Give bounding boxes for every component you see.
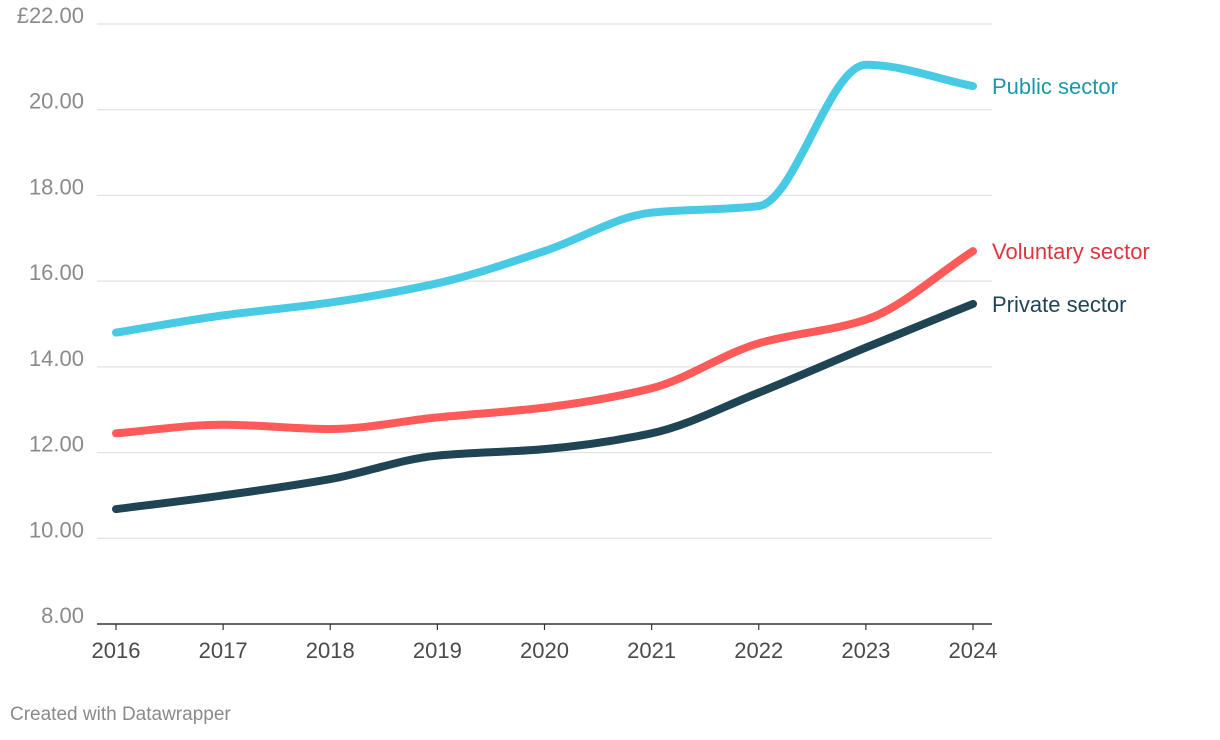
- x-tick-label: 2019: [413, 638, 462, 663]
- y-tick-label: 20.00: [29, 89, 84, 114]
- x-tick-label: 2021: [627, 638, 676, 663]
- y-tick-label: 18.00: [29, 174, 84, 199]
- x-tick-label: 2020: [520, 638, 569, 663]
- credit-text: Created with Datawrapper: [10, 704, 231, 725]
- series-lines: [112, 60, 977, 514]
- x-tick-label: 2018: [306, 638, 355, 663]
- x-tick-label: 2024: [949, 638, 998, 663]
- y-tick-label: 16.00: [29, 260, 84, 285]
- y-axis: 8.00 10.00 12.00 14.00 16.00 18.00 20.00 £22.00: [17, 3, 84, 628]
- series-label-voluntary-sector: Voluntary sector: [992, 239, 1150, 264]
- series-line-public-sector: [112, 60, 977, 337]
- x-tick-label: 2023: [841, 638, 890, 663]
- series-labels: Public sector Voluntary sector Private sec…: [992, 74, 1150, 317]
- x-tick-label: 2022: [734, 638, 783, 663]
- series-line-private-sector: [112, 299, 977, 514]
- x-tick-label: 2016: [92, 638, 141, 663]
- x-axis: 2016 2017 2018 2019 2020 2021 2022 2023 2024: [92, 624, 998, 663]
- y-tick-label: 12.00: [29, 432, 84, 457]
- line-chart: 8.00 10.00 12.00 14.00 16.00 18.00 20.00 £22.00…: [17, 3, 1150, 663]
- gridlines: [97, 23, 992, 625]
- y-tick-label: 10.00: [29, 517, 84, 542]
- series-label-private-sector: Private sector: [992, 292, 1127, 317]
- y-tick-label: £22.00: [17, 3, 84, 28]
- series-label-public-sector: Public sector: [992, 74, 1118, 99]
- x-tick-label: 2017: [199, 638, 248, 663]
- y-tick-label: 8.00: [41, 603, 84, 628]
- series-line-voluntary-sector: [112, 247, 977, 438]
- y-tick-label: 14.00: [29, 346, 84, 371]
